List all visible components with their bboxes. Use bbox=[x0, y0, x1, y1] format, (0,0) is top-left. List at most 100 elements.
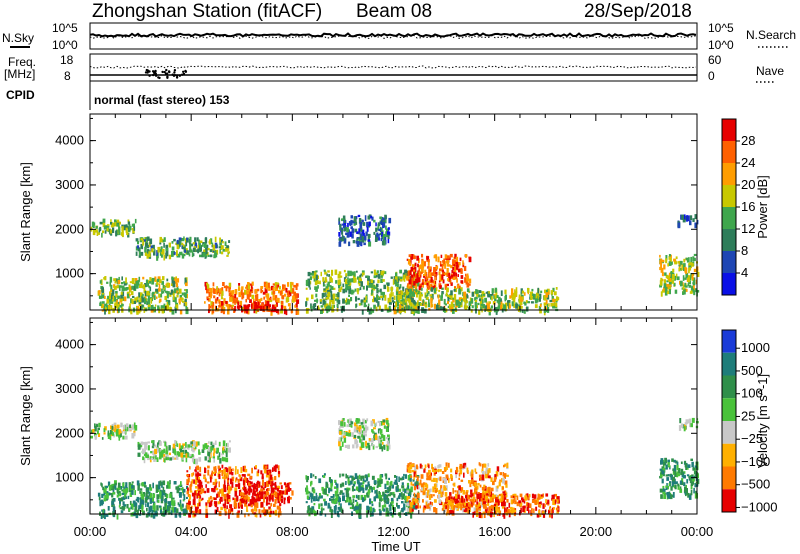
echo-cell bbox=[309, 276, 312, 281]
echo-cell bbox=[228, 286, 231, 290]
echo-cell bbox=[106, 227, 109, 232]
echo-cell bbox=[471, 473, 474, 478]
echo-cell bbox=[426, 282, 429, 286]
echo-cell bbox=[540, 290, 543, 293]
echo-cell bbox=[330, 286, 334, 290]
echo-cell bbox=[172, 443, 175, 449]
echo-cell bbox=[215, 290, 218, 293]
echo-cell bbox=[688, 285, 692, 288]
echo-cell bbox=[357, 419, 360, 424]
echo-cell bbox=[469, 499, 472, 502]
echo-cell bbox=[692, 288, 694, 293]
echo-cell bbox=[365, 231, 368, 236]
echo-cell bbox=[381, 217, 384, 219]
echo-cell bbox=[204, 456, 207, 461]
echo-cell bbox=[433, 303, 436, 309]
echo-cell bbox=[220, 239, 223, 243]
echo-cell bbox=[429, 488, 432, 492]
echo-cell bbox=[490, 487, 494, 492]
echo-cell bbox=[344, 278, 348, 285]
echo-cell bbox=[207, 441, 210, 444]
echo-cell bbox=[313, 270, 317, 277]
echo-cell bbox=[424, 269, 427, 276]
echo-cell bbox=[144, 485, 147, 488]
echo-cell bbox=[264, 495, 266, 500]
echo-cell bbox=[366, 492, 368, 497]
echo-cell bbox=[310, 509, 313, 515]
echo-cell bbox=[277, 470, 281, 476]
echo-cell bbox=[349, 480, 353, 485]
echo-cell bbox=[411, 282, 414, 288]
echo-cell bbox=[107, 295, 110, 300]
echo-cell bbox=[204, 445, 208, 448]
echo-cell bbox=[684, 277, 687, 280]
echo-cell bbox=[338, 232, 341, 237]
echo-cell bbox=[412, 292, 415, 297]
echo-cell bbox=[413, 271, 416, 277]
echo-cell bbox=[462, 490, 466, 495]
echo-cell bbox=[314, 280, 318, 286]
echo-cell bbox=[416, 273, 419, 279]
echo-cell bbox=[444, 263, 447, 269]
echo-cell bbox=[373, 231, 376, 235]
echo-cell bbox=[406, 490, 409, 493]
echo-cell bbox=[552, 298, 555, 303]
echo-cell bbox=[262, 487, 265, 490]
echo-cell bbox=[466, 275, 469, 282]
echo-cell bbox=[145, 253, 147, 256]
echo-cell bbox=[361, 433, 363, 438]
echo-cell bbox=[401, 485, 405, 489]
echo-cell bbox=[353, 481, 356, 485]
echo-cell bbox=[288, 495, 290, 502]
echo-cell bbox=[675, 256, 678, 260]
echo-cell bbox=[384, 237, 387, 241]
echo-cell bbox=[549, 507, 551, 511]
echo-cell bbox=[515, 287, 518, 293]
echo-cell bbox=[104, 230, 107, 234]
echo-cell bbox=[329, 498, 331, 502]
echo-cell bbox=[684, 266, 687, 273]
echo-cell bbox=[102, 512, 105, 518]
echo-cell bbox=[682, 291, 685, 295]
echo-cell bbox=[535, 296, 537, 299]
echo-cell bbox=[544, 289, 547, 294]
echo-cell bbox=[137, 497, 140, 503]
echo-cell bbox=[230, 297, 233, 301]
echo-cell bbox=[114, 221, 118, 227]
echo-cell bbox=[361, 442, 365, 448]
echo-cell bbox=[360, 236, 363, 240]
echo-cell bbox=[335, 280, 338, 284]
echo-cell bbox=[693, 291, 696, 296]
echo-cell bbox=[247, 488, 250, 492]
echo-cell bbox=[178, 288, 182, 294]
echo-cell bbox=[258, 299, 261, 304]
echo-cell bbox=[322, 280, 325, 287]
echo-cell bbox=[413, 301, 417, 305]
echo-cell bbox=[261, 473, 264, 479]
echo-cell bbox=[238, 287, 241, 291]
echo-cell bbox=[478, 290, 482, 294]
echo-cell bbox=[364, 428, 368, 433]
noise-strip: N.Sky 10^5 10^0 10^5 10^0 N.Search bbox=[2, 21, 796, 52]
echo-cell bbox=[262, 291, 266, 295]
echo-cell bbox=[138, 292, 141, 298]
echo-cell bbox=[209, 495, 212, 500]
echo-cell bbox=[159, 480, 162, 486]
echo-cell bbox=[368, 445, 371, 451]
echo-cell bbox=[391, 297, 394, 300]
echo-cell bbox=[439, 306, 443, 310]
echo-cell bbox=[348, 487, 351, 491]
echo-cell bbox=[193, 513, 197, 517]
echo-cell bbox=[363, 498, 366, 502]
echo-cell bbox=[222, 446, 225, 451]
echo-cell bbox=[525, 493, 528, 496]
echo-cell bbox=[129, 427, 132, 431]
echo-cell bbox=[292, 295, 296, 301]
echo-cell bbox=[483, 484, 486, 489]
echo-cell bbox=[147, 495, 150, 499]
echo-cell bbox=[504, 297, 507, 302]
echo-cell bbox=[134, 297, 137, 303]
echo-cell bbox=[385, 427, 389, 432]
echo-cell bbox=[412, 254, 415, 258]
echo-cell bbox=[382, 239, 385, 246]
